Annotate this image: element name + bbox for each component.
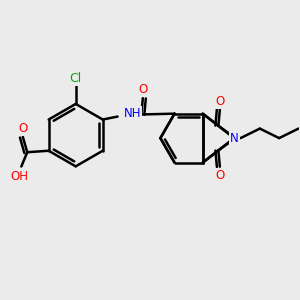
Text: O: O	[215, 169, 224, 182]
Text: O: O	[18, 122, 27, 135]
Text: N: N	[230, 132, 239, 145]
Text: O: O	[138, 83, 148, 96]
Text: NH: NH	[124, 107, 141, 120]
Text: Cl: Cl	[70, 72, 82, 85]
Text: O: O	[215, 95, 224, 108]
Text: OH: OH	[10, 169, 28, 182]
